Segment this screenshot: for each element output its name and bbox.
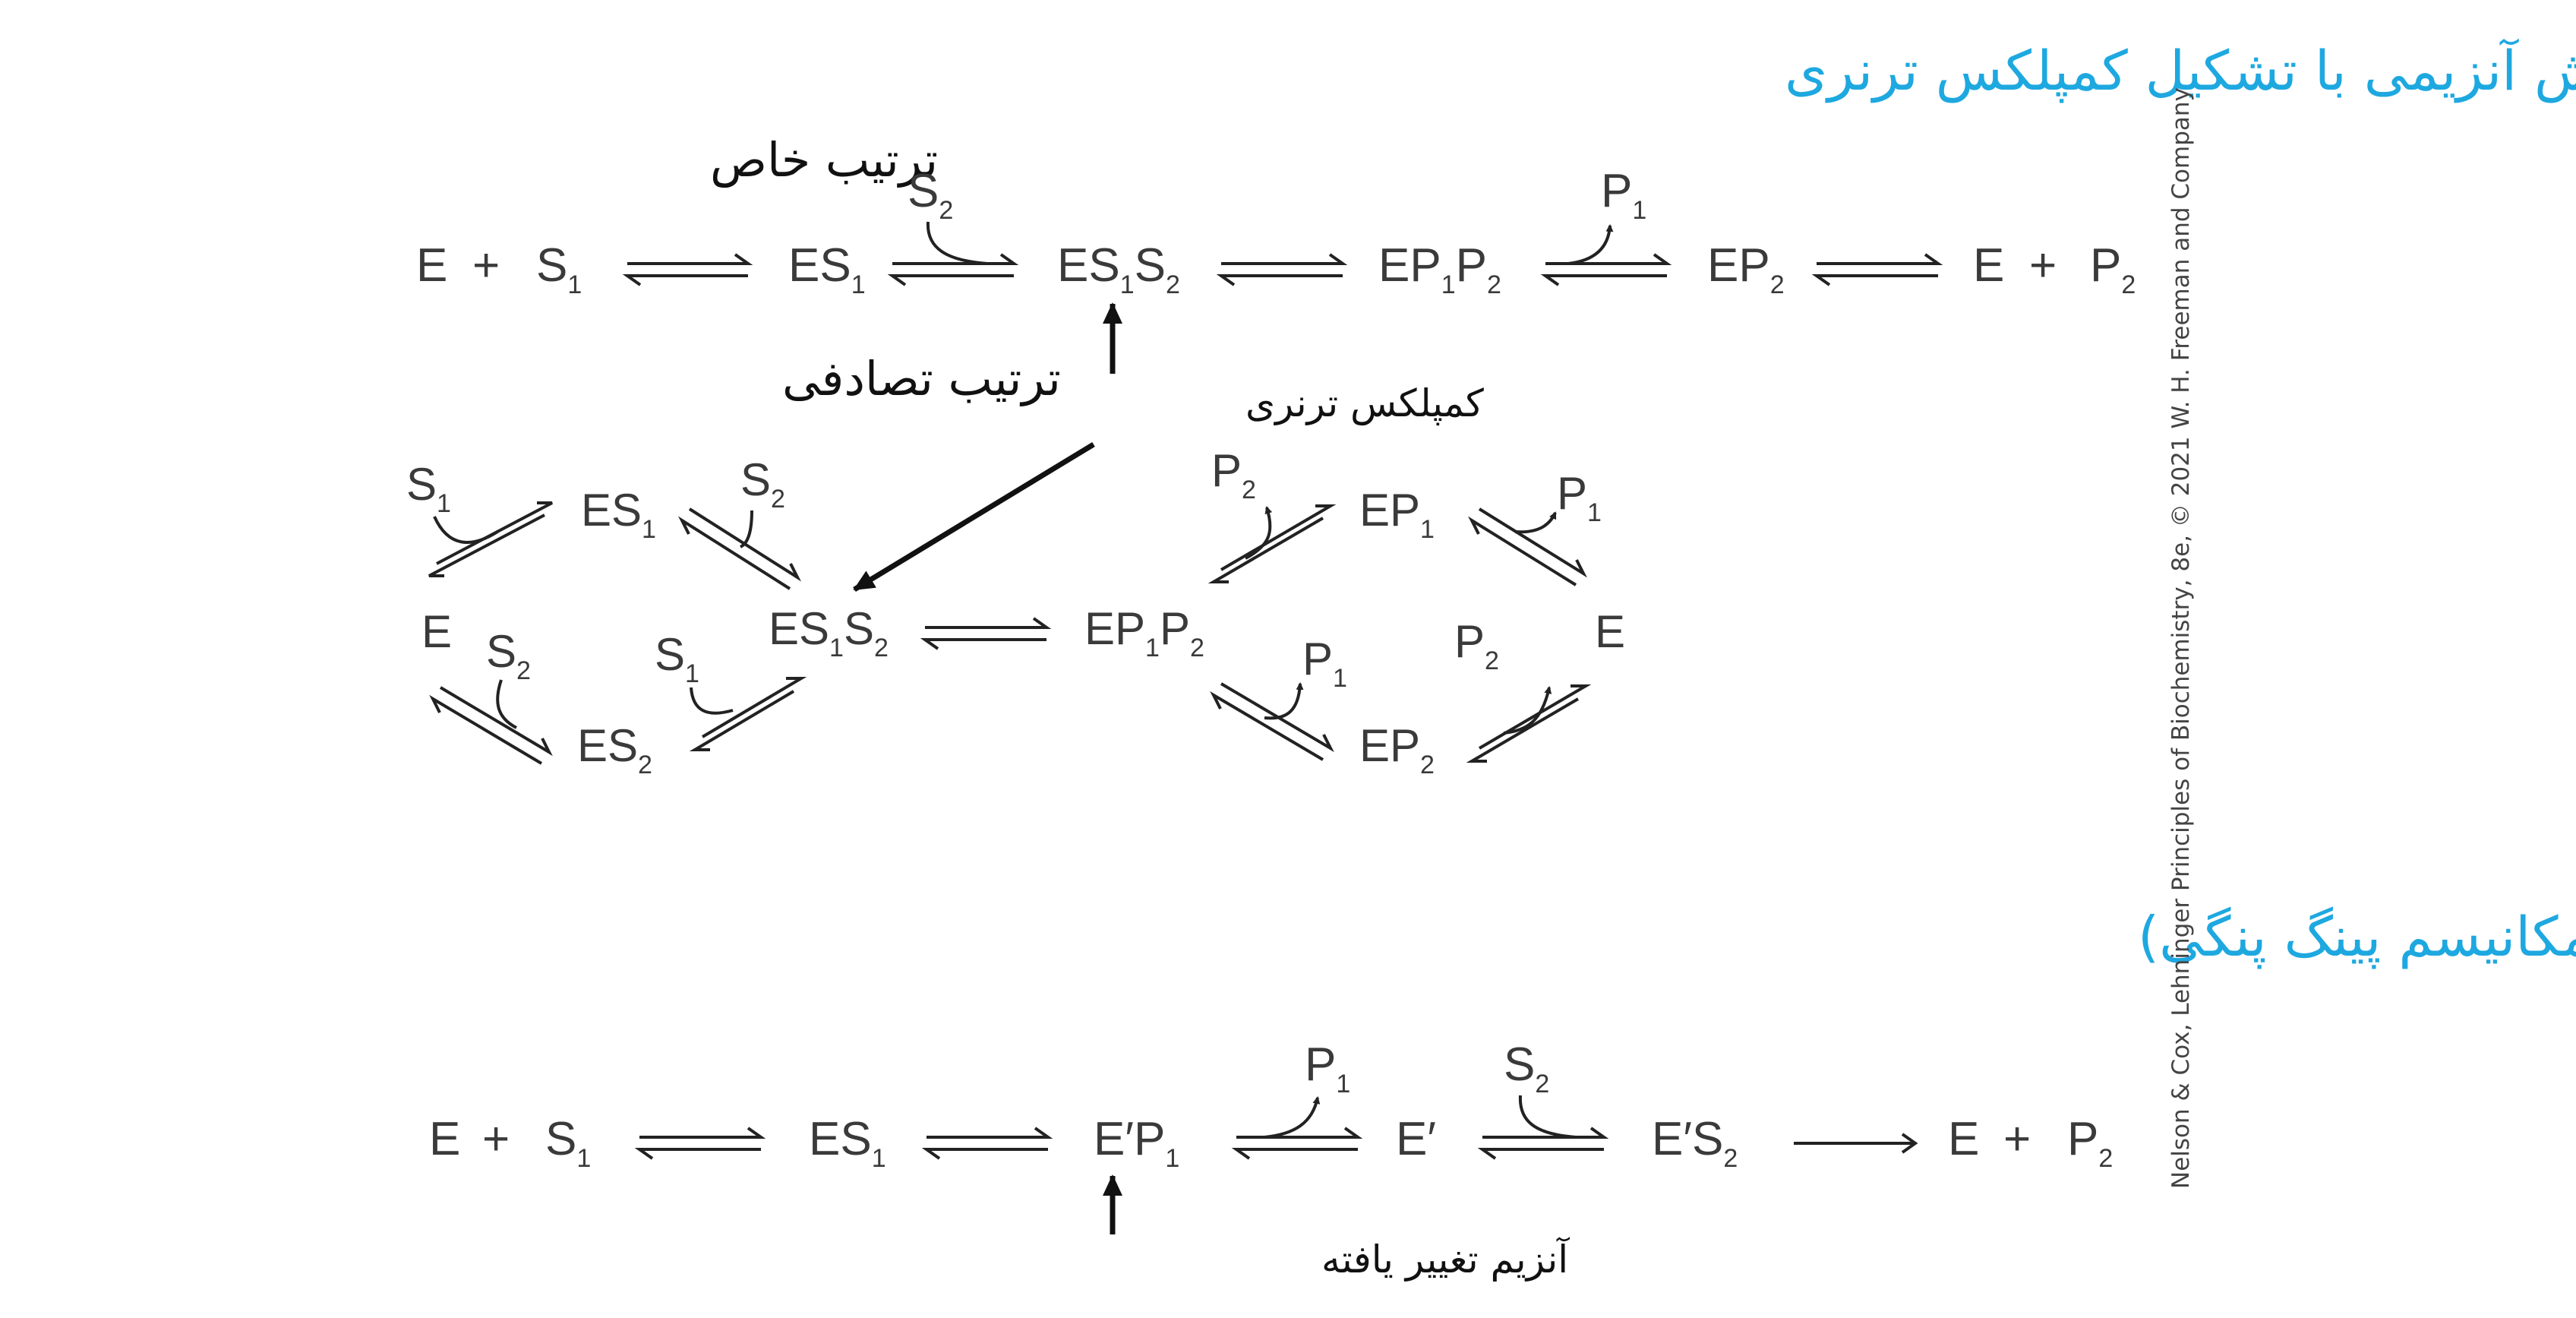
- random-p2-out-bottom: P2: [1454, 616, 1499, 675]
- pingpong-eq-arrow-2: [921, 1127, 1053, 1160]
- ordered-ep2: EP2: [1707, 239, 1785, 299]
- heading-ordered: ترتیب خاص: [710, 132, 938, 188]
- ternary-diagonal-arrow: [853, 442, 1095, 592]
- pingpong-eprime: E′: [1396, 1113, 1436, 1165]
- ordered-ep1p2: EP1P2: [1378, 239, 1501, 299]
- ordered-eq-arrow-3: [1216, 253, 1348, 286]
- random-arrow-e-es2: [429, 679, 553, 765]
- modified-enzyme-label: آنزیم تغییر یافته: [1321, 1237, 1570, 1282]
- random-arrow-e-es1: [428, 501, 553, 577]
- random-es1s2: ES1S2: [769, 603, 889, 662]
- random-eq-arrow-center: [920, 617, 1052, 650]
- pingpong-p1-out: P1: [1305, 1038, 1350, 1098]
- pingpong-ep1: E′P1: [1094, 1113, 1179, 1173]
- pingpong-eq-arrow-3: [1231, 1096, 1363, 1160]
- random-p1-out-top: P1: [1557, 468, 1602, 527]
- random-ep2: EP2: [1359, 720, 1435, 779]
- random-s1-in-bottom: S1: [655, 629, 699, 688]
- ordered-es1: ES1: [788, 239, 866, 299]
- random-ep1p2: EP1P2: [1084, 603, 1204, 662]
- pingpong-plus: +: [482, 1113, 510, 1165]
- ordered-s2-in: S2: [908, 165, 953, 225]
- ordered-eq-arrow-5: [1811, 253, 1943, 286]
- random-arrow-es1-es1s2: [677, 507, 802, 590]
- pingpong-forward-arrow: [1794, 1133, 1918, 1154]
- random-s2-in-bottom: S2: [486, 626, 531, 685]
- ordered-e: E: [416, 239, 447, 292]
- random-s1-in-top: S1: [406, 459, 451, 518]
- ternary-complex-label: کمپلکس ترنری: [1245, 381, 1484, 425]
- random-e-end: E: [1595, 606, 1625, 657]
- random-arrow-ep1p2-ep1: [1208, 504, 1337, 583]
- pingpong-p2: P2: [2067, 1113, 2113, 1173]
- random-es2: ES2: [577, 720, 652, 779]
- heading-ternary: واکنش آنزیمی با تشکیل کمپلکس ترنری: [1785, 38, 2576, 103]
- pingpong-eq-arrow-1: [634, 1127, 766, 1160]
- ordered-eq-arrow-4: [1540, 224, 1672, 286]
- pingpong-plus-2: +: [2003, 1113, 2031, 1165]
- ordered-p2: P2: [2090, 239, 2136, 299]
- random-e: E: [421, 606, 452, 657]
- random-arrow-ep2-e: [1466, 684, 1592, 763]
- ordered-es1s2: ES1S2: [1057, 239, 1180, 299]
- random-s2-in-top: S2: [740, 454, 785, 514]
- random-arrow-ep1-e: [1468, 507, 1587, 586]
- ordered-plus-2: +: [2029, 239, 2057, 292]
- random-p1-out-bottom: P1: [1302, 634, 1347, 693]
- heading-ping-pong: واکنش آنزیمی بدون تشکیل کمپلکس ترنری (مک…: [2138, 904, 2576, 969]
- pingpong-es1: ES1: [809, 1113, 886, 1173]
- random-ep1: EP1: [1359, 485, 1435, 544]
- heading-random: ترتیب تصادفی: [782, 351, 1061, 406]
- copyright-credit: Nelson & Cox, Lehninger Principles of Bi…: [2167, 87, 2195, 1189]
- random-es1: ES1: [581, 485, 656, 544]
- ordered-eq-arrow-2: [887, 221, 1019, 286]
- pingpong-s1: S1: [545, 1113, 591, 1173]
- ordered-p1-out: P1: [1601, 165, 1646, 225]
- random-arrow-ep1p2-ep2: [1210, 682, 1334, 761]
- ordered-pathway: E + S1 ES1 S2 ES1S2 EP1P2 P1 EP2 E + P2: [416, 165, 2136, 299]
- ordered-s1: S1: [536, 239, 582, 299]
- pingpong-e: E: [429, 1113, 460, 1165]
- modified-enzyme-callout: آنزیم تغییر یافته: [1103, 1174, 1570, 1282]
- random-arrow-es2-es1s2: [689, 677, 807, 751]
- pingpong-pathway: E + S1 ES1 E′P1 P1 E′ S2 E′S2 E + P2: [429, 1038, 2113, 1173]
- random-p2-out-top: P2: [1211, 445, 1256, 504]
- ordered-eq-arrow-1: [622, 253, 753, 286]
- ternary-complex-callout: کمپلکس ترنری: [853, 302, 1484, 592]
- pingpong-eq-arrow-4: [1477, 1095, 1609, 1160]
- ordered-e-end: E: [1973, 239, 2004, 292]
- pingpong-e-end: E: [1948, 1113, 1979, 1165]
- ordered-plus: +: [472, 239, 500, 292]
- random-pathway: S1 ES1 S2 E S2 S1 ES2 ES1S2: [406, 445, 1625, 779]
- pingpong-s2-in: S2: [1504, 1038, 1549, 1098]
- pingpong-es2: E′S2: [1652, 1113, 1738, 1173]
